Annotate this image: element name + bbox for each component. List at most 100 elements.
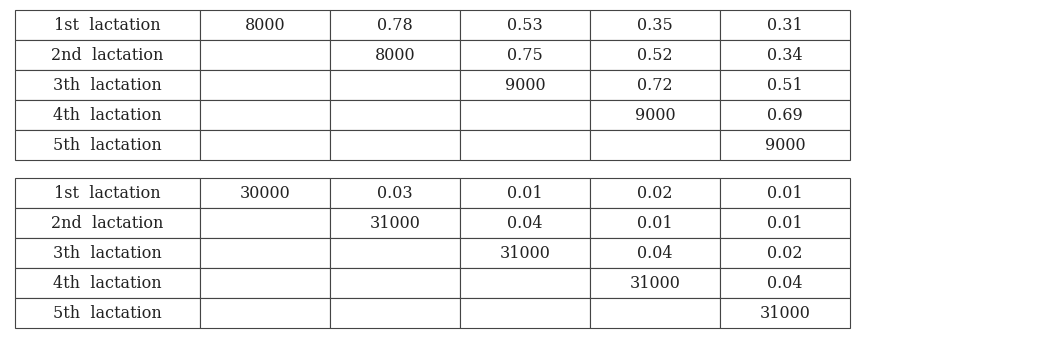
Bar — [330, 238, 460, 268]
Bar — [590, 100, 720, 130]
Bar — [590, 298, 720, 328]
Text: 0.04: 0.04 — [767, 275, 803, 292]
Text: 0.51: 0.51 — [767, 77, 803, 94]
Bar — [330, 208, 460, 238]
Text: 0.02: 0.02 — [767, 245, 803, 262]
Text: 0.01: 0.01 — [767, 215, 803, 232]
Text: 9000: 9000 — [505, 77, 545, 94]
Bar — [460, 208, 590, 238]
Bar — [330, 10, 460, 40]
Bar — [590, 70, 720, 100]
Text: 31000: 31000 — [630, 275, 681, 292]
Bar — [200, 100, 330, 130]
Bar — [200, 10, 330, 40]
Text: 1st  lactation: 1st lactation — [54, 185, 160, 202]
Bar — [200, 268, 330, 298]
Bar — [15, 10, 200, 40]
Bar — [590, 130, 720, 160]
Bar — [330, 298, 460, 328]
Text: 0.53: 0.53 — [507, 17, 542, 34]
Bar — [330, 70, 460, 100]
Bar — [590, 268, 720, 298]
Bar — [15, 238, 200, 268]
Text: 0.01: 0.01 — [767, 185, 803, 202]
Bar — [200, 208, 330, 238]
Text: 5th  lactation: 5th lactation — [53, 137, 161, 154]
Bar — [590, 208, 720, 238]
Bar — [15, 298, 200, 328]
Text: 31000: 31000 — [760, 305, 811, 322]
Text: 31000: 31000 — [500, 245, 551, 262]
Bar — [460, 70, 590, 100]
Bar — [460, 10, 590, 40]
Bar — [720, 238, 850, 268]
Bar — [720, 100, 850, 130]
Text: 4th  lactation: 4th lactation — [53, 275, 161, 292]
Text: 2nd  lactation: 2nd lactation — [51, 47, 163, 64]
Text: 0.52: 0.52 — [637, 47, 672, 64]
Bar — [590, 178, 720, 208]
Text: 3th  lactation: 3th lactation — [53, 245, 161, 262]
Text: 0.01: 0.01 — [507, 185, 542, 202]
Bar — [200, 130, 330, 160]
Bar — [15, 268, 200, 298]
Bar — [590, 238, 720, 268]
Text: 3th  lactation: 3th lactation — [53, 77, 161, 94]
Text: 9000: 9000 — [765, 137, 806, 154]
Bar — [460, 100, 590, 130]
Text: 1st  lactation: 1st lactation — [54, 17, 160, 34]
Text: 0.78: 0.78 — [377, 17, 413, 34]
Bar — [720, 268, 850, 298]
Bar — [460, 40, 590, 70]
Bar — [460, 130, 590, 160]
Bar — [720, 130, 850, 160]
Bar — [590, 40, 720, 70]
Text: 4th  lactation: 4th lactation — [53, 107, 161, 124]
Text: 0.35: 0.35 — [637, 17, 672, 34]
Bar — [15, 40, 200, 70]
Text: 0.31: 0.31 — [767, 17, 803, 34]
Text: 0.72: 0.72 — [637, 77, 672, 94]
Bar — [330, 268, 460, 298]
Bar — [720, 178, 850, 208]
Text: 0.34: 0.34 — [767, 47, 803, 64]
Bar — [330, 178, 460, 208]
Text: 9000: 9000 — [635, 107, 676, 124]
Text: 30000: 30000 — [239, 185, 290, 202]
Bar — [460, 298, 590, 328]
Text: 0.03: 0.03 — [377, 185, 413, 202]
Text: 5th  lactation: 5th lactation — [53, 305, 161, 322]
Text: 0.04: 0.04 — [507, 215, 542, 232]
Text: 0.69: 0.69 — [767, 107, 803, 124]
Bar — [200, 178, 330, 208]
Bar — [15, 178, 200, 208]
Bar — [200, 238, 330, 268]
Text: 0.75: 0.75 — [507, 47, 542, 64]
Text: 8000: 8000 — [245, 17, 285, 34]
Bar — [330, 100, 460, 130]
Bar — [460, 268, 590, 298]
Bar — [720, 298, 850, 328]
Bar — [15, 208, 200, 238]
Text: 0.04: 0.04 — [637, 245, 672, 262]
Bar — [200, 298, 330, 328]
Text: 0.01: 0.01 — [637, 215, 672, 232]
Bar — [720, 70, 850, 100]
Text: 8000: 8000 — [375, 47, 415, 64]
Bar — [15, 70, 200, 100]
Bar — [720, 40, 850, 70]
Text: 2nd  lactation: 2nd lactation — [51, 215, 163, 232]
Bar — [200, 40, 330, 70]
Bar — [330, 130, 460, 160]
Bar — [720, 208, 850, 238]
Bar — [330, 40, 460, 70]
Bar — [590, 10, 720, 40]
Bar — [460, 178, 590, 208]
Bar — [15, 100, 200, 130]
Bar — [200, 70, 330, 100]
Bar — [15, 130, 200, 160]
Bar — [460, 238, 590, 268]
Text: 0.02: 0.02 — [637, 185, 672, 202]
Bar — [720, 10, 850, 40]
Text: 31000: 31000 — [370, 215, 421, 232]
